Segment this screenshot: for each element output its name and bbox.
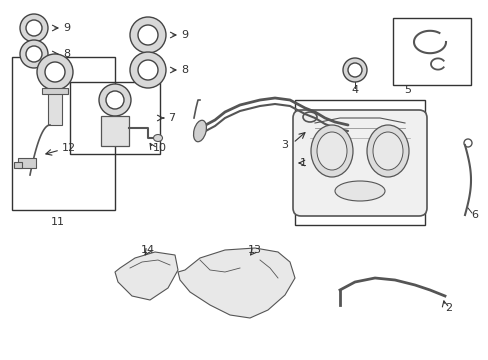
Text: 4: 4	[351, 85, 358, 95]
Ellipse shape	[334, 181, 384, 201]
Text: 8: 8	[181, 65, 188, 75]
Circle shape	[45, 62, 65, 82]
Text: 9: 9	[181, 30, 188, 40]
Text: 6: 6	[470, 210, 478, 220]
Circle shape	[99, 84, 131, 116]
Circle shape	[106, 91, 124, 109]
Circle shape	[138, 25, 158, 45]
Polygon shape	[115, 252, 178, 300]
Polygon shape	[178, 248, 294, 318]
Circle shape	[138, 60, 158, 80]
Text: 5: 5	[404, 85, 411, 95]
Text: 8: 8	[63, 49, 70, 59]
Bar	[101, 116, 129, 146]
Text: 12: 12	[62, 143, 76, 153]
Ellipse shape	[310, 125, 352, 177]
Circle shape	[37, 54, 73, 90]
Text: 13: 13	[247, 245, 262, 255]
Circle shape	[26, 20, 42, 36]
Text: 2: 2	[444, 303, 451, 313]
Text: 1: 1	[299, 158, 306, 168]
Bar	[42, 88, 68, 94]
Bar	[294, 100, 424, 225]
Circle shape	[20, 14, 48, 42]
Circle shape	[130, 17, 165, 53]
Circle shape	[342, 58, 366, 82]
Bar	[392, 18, 470, 85]
Circle shape	[20, 40, 48, 68]
Text: 10: 10	[153, 143, 167, 153]
Text: 9: 9	[63, 23, 70, 33]
Bar	[18, 158, 36, 168]
Bar	[14, 162, 22, 168]
Circle shape	[130, 52, 165, 88]
Ellipse shape	[366, 125, 408, 177]
Ellipse shape	[316, 132, 346, 170]
Circle shape	[347, 63, 361, 77]
Ellipse shape	[372, 132, 402, 170]
Text: 3: 3	[281, 140, 288, 150]
FancyBboxPatch shape	[292, 110, 426, 216]
Bar	[48, 90, 62, 125]
Bar	[70, 82, 160, 154]
Bar	[12, 57, 115, 210]
Text: 11: 11	[51, 217, 65, 227]
Ellipse shape	[193, 120, 206, 142]
Text: 7: 7	[168, 113, 175, 123]
Circle shape	[26, 46, 42, 62]
Text: 14: 14	[141, 245, 155, 255]
Ellipse shape	[153, 135, 162, 141]
